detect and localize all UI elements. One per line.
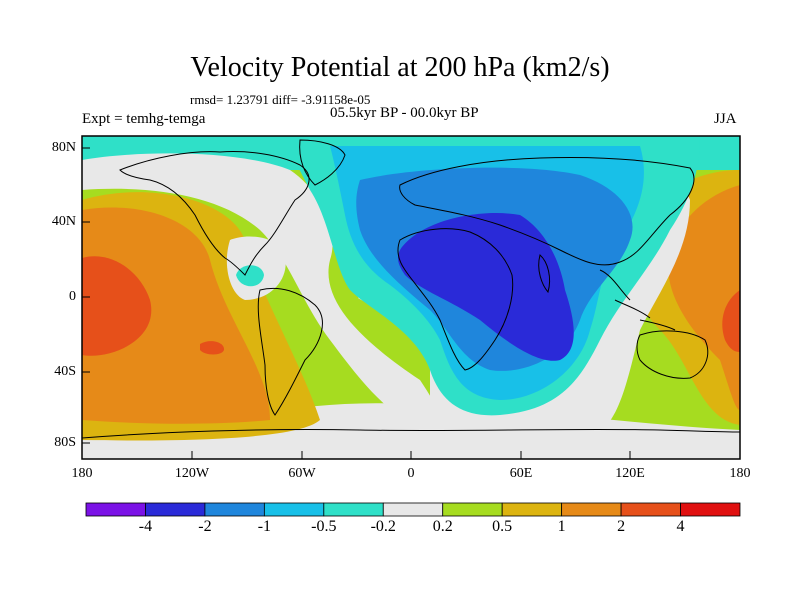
axis-ticks [82, 147, 631, 459]
east-orange [668, 185, 740, 410]
lat-tick-40s: 40S [54, 364, 76, 379]
lat-tick-40n: 40N [51, 214, 76, 229]
lon-tick-0: 0 [407, 466, 415, 481]
lon-tick-120e: 120E [615, 466, 645, 481]
colorbar-label: 0.2 [432, 518, 453, 535]
colorbar-box [680, 502, 741, 517]
pacific-orange [82, 207, 270, 424]
coastlines [82, 139, 740, 439]
colorbar-box [382, 502, 444, 517]
lon-tick-60e: 60E [509, 466, 533, 481]
lat-tick-80n: 80N [51, 140, 76, 155]
colorbar-box [620, 502, 681, 517]
period-label: 05.5kyr BP - 00.0kyr BP [330, 105, 479, 121]
stats-label: rmsd= 1.23791 diff= -3.91158e-05 [190, 92, 371, 107]
colorbar-box [442, 502, 503, 517]
lon-tick-60w: 60W [288, 466, 316, 481]
colorbar [85, 502, 741, 517]
colorbar-label: -0.5 [311, 518, 337, 535]
colorbar-box [145, 502, 206, 517]
colorbar-label: 4 [676, 518, 685, 535]
plot-title: Velocity Potential at 200 hPa (km2/s) [190, 52, 610, 83]
deepblue-region [397, 213, 574, 361]
colorbar-box [204, 502, 265, 517]
colorbar-box [323, 502, 384, 517]
colorbar-label: 0.5 [492, 518, 513, 535]
pacific-red [82, 256, 152, 356]
contour-field [82, 136, 740, 459]
west-neutral [82, 153, 441, 430]
lon-tick-180w: 180 [71, 466, 93, 481]
lon-tick-120w: 120W [174, 466, 210, 481]
colorbar-label: -4 [138, 518, 153, 535]
colorbar-box [501, 502, 563, 517]
colorbar-box [85, 502, 146, 517]
lon-tick-180e: 180 [729, 466, 751, 481]
colorbar-label: 2 [617, 518, 626, 535]
colorbar-box [561, 502, 622, 517]
colorbar-label: 1 [557, 518, 566, 535]
lat-tick-80s: 80S [54, 435, 76, 450]
colorbar-label: -1 [257, 518, 272, 535]
colorbar-label: -0.2 [370, 518, 396, 535]
season-label: JJA [714, 111, 737, 127]
lat-tick-0: 0 [69, 289, 76, 304]
experiment-label: Expt = temhg-temga [82, 111, 206, 127]
colorbar-label: -2 [198, 518, 212, 535]
colorbar-box [263, 502, 325, 517]
